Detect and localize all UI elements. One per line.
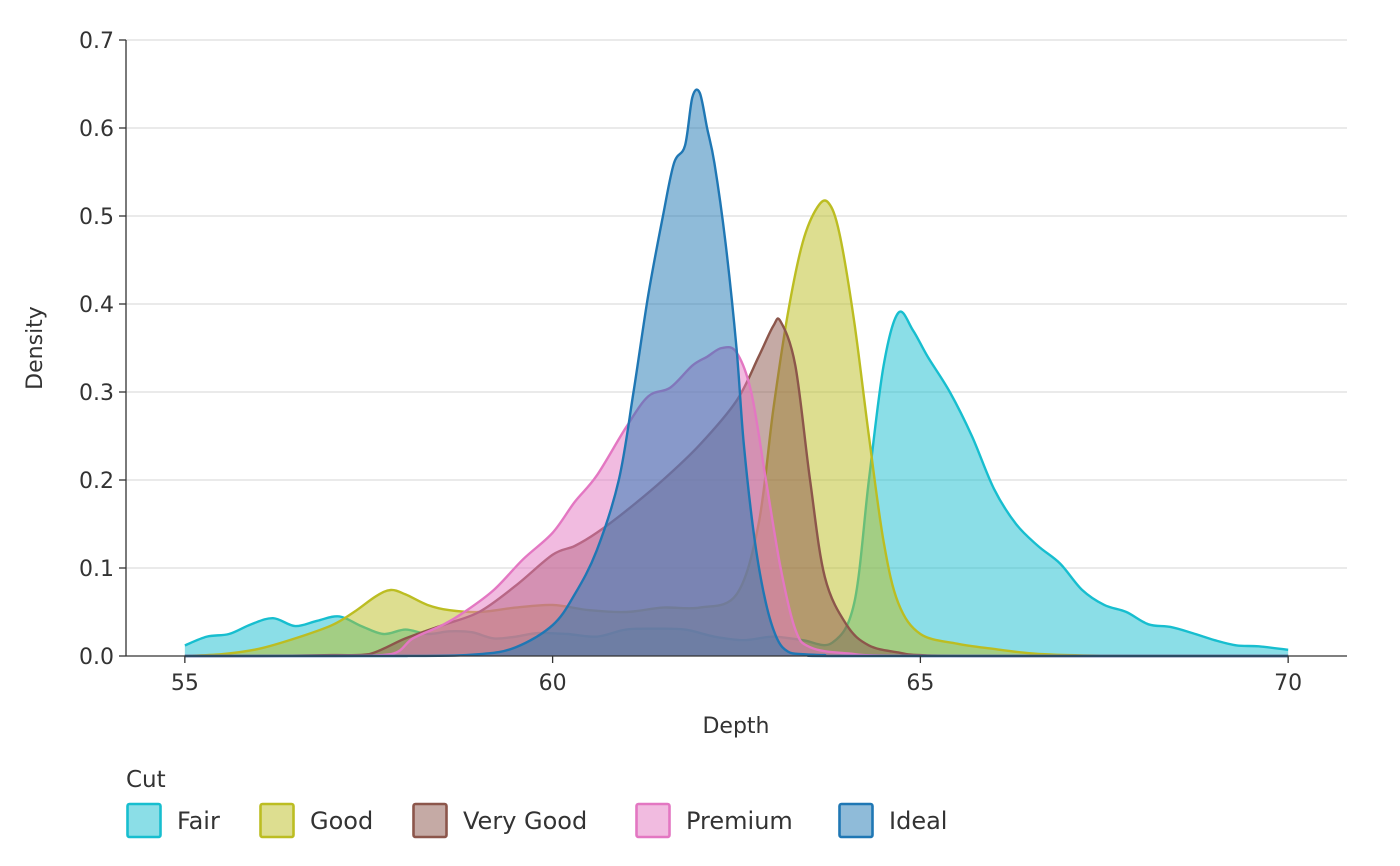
legend-swatch: [412, 802, 448, 839]
y-ticks: 0.0 0.1 0.2 0.3 0.4 0.5 0.6 0.7: [79, 29, 126, 670]
y-tick-label: 0.7: [79, 29, 114, 54]
legend-items: Fair Good Very Good Premium Ideal: [126, 802, 947, 839]
x-ticks: 55 60 65 70: [171, 656, 1302, 696]
x-axis-title: Depth: [702, 714, 769, 739]
x-tick-label: 70: [1274, 671, 1302, 696]
x-tick-label: 55: [171, 671, 199, 696]
legend-title: Cut: [126, 767, 166, 793]
y-tick-label: 0.4: [79, 293, 114, 318]
legend-item-premium: Premium: [635, 802, 793, 839]
legend-item-fair: Fair: [126, 802, 220, 839]
area-fair: [184, 311, 1289, 656]
legend-item-ideal: Ideal: [838, 802, 947, 839]
y-tick-label: 0.6: [79, 117, 114, 142]
area-ideal: [184, 89, 1289, 657]
legend-label: Good: [310, 807, 373, 835]
y-tick-label: 0.5: [79, 205, 114, 230]
legend-label: Premium: [686, 807, 793, 835]
legend-item-very-good: Very Good: [412, 802, 587, 839]
y-tick-label: 0.2: [79, 469, 114, 494]
y-axis-title: Density: [23, 306, 48, 390]
x-tick-label: 65: [906, 671, 934, 696]
legend-swatch: [126, 802, 162, 839]
legend-swatch: [259, 802, 295, 839]
density-areas: [184, 88, 1289, 658]
y-tick-label: 0.3: [79, 381, 114, 406]
y-tick-label: 0.0: [79, 645, 114, 670]
legend: Cut Fair Good Very Good Premium Ideal: [126, 767, 947, 839]
x-tick-label: 60: [539, 671, 567, 696]
legend-label: Fair: [177, 807, 220, 835]
axes: [125, 40, 1347, 657]
line-ideal: [184, 88, 1289, 658]
y-tick-label: 0.1: [79, 557, 114, 582]
legend-label: Ideal: [889, 807, 947, 835]
legend-swatch: [838, 802, 874, 839]
legend-item-good: Good: [259, 802, 373, 839]
series-ideal: [184, 88, 1289, 658]
legend-label: Very Good: [463, 807, 587, 835]
legend-swatch: [635, 802, 671, 839]
